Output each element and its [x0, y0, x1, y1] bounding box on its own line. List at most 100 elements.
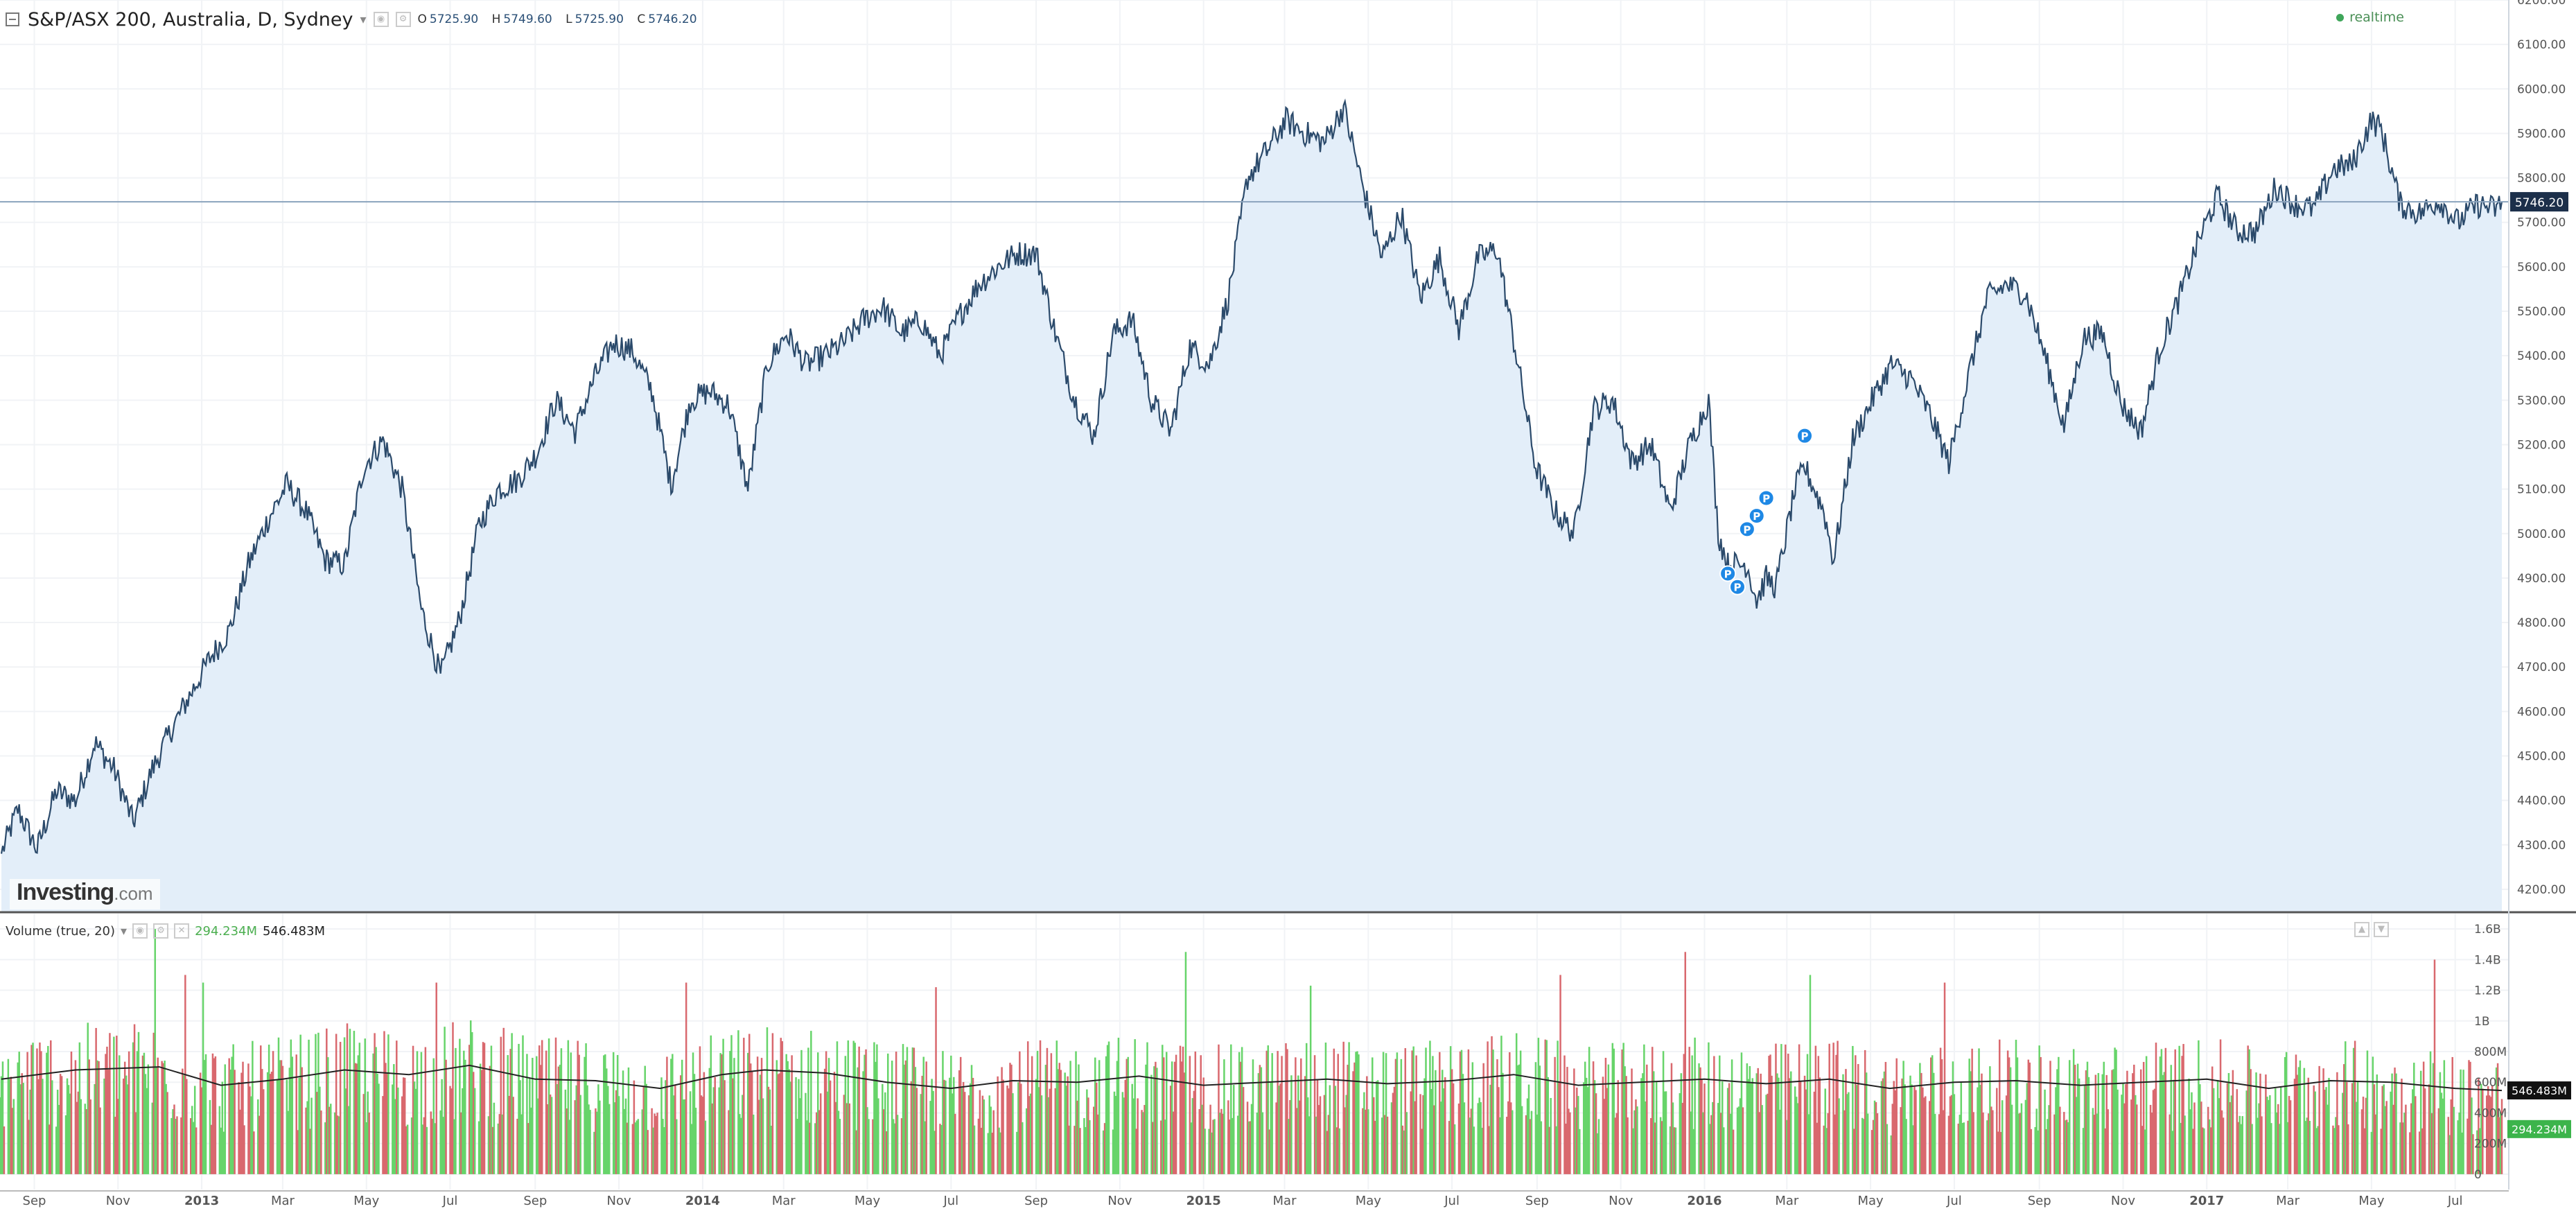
volume-bar: [1971, 1048, 1973, 1174]
volume-bar: [1652, 1071, 1655, 1174]
chevron-down-icon[interactable]: ▾: [360, 12, 367, 27]
volume-bar: [1627, 1117, 1629, 1174]
volume-bar: [1742, 1107, 1744, 1174]
chevron-down-icon[interactable]: ▾: [121, 923, 128, 939]
volume-bar: [1862, 1119, 1865, 1174]
volume-bar: [1548, 1126, 1550, 1174]
volume-bar: [1098, 1060, 1101, 1174]
volume-bar: [1102, 1130, 1105, 1174]
volume-bar: [500, 1036, 502, 1174]
eye-icon[interactable]: ◉: [373, 12, 389, 27]
volume-bar: [2269, 1095, 2271, 1174]
volume-bar: [641, 1109, 644, 1174]
volume-title[interactable]: Volume (true, 20): [6, 923, 116, 939]
volume-bar: [327, 1057, 329, 1174]
volume-bar: [2238, 1115, 2241, 1174]
volume-bar: [250, 1096, 252, 1174]
volume-bar: [2240, 1124, 2243, 1174]
minimize-pane-icon[interactable]: ▼: [2374, 922, 2389, 937]
volume-bar: [2114, 1047, 2116, 1174]
volume-axis-tick-label: 0: [2474, 1168, 2482, 1182]
volume-bar: [875, 1061, 877, 1174]
volume-bar: [109, 1033, 111, 1174]
event-flag-label: P: [1753, 510, 1760, 523]
volume-bar: [1708, 1042, 1710, 1174]
volume-bar: [586, 1085, 588, 1174]
volume-bar: [2139, 1069, 2142, 1174]
volume-bar: [435, 982, 437, 1174]
volume-bar: [1699, 1067, 1701, 1174]
volume-bar: [1646, 1064, 1648, 1174]
volume-bar: [1663, 1091, 1666, 1174]
volume-bar: [199, 1072, 202, 1174]
volume-bar: [1988, 1113, 1990, 1174]
volume-bar: [1304, 1076, 1306, 1174]
time-axis-tick-label: May: [1857, 1194, 1884, 1208]
volume-bar: [2191, 1092, 2193, 1174]
volume-bar: [2105, 1074, 2108, 1174]
volume-bar: [2296, 1074, 2299, 1174]
volume-bar: [855, 1130, 857, 1174]
volume-bar: [2394, 1068, 2396, 1174]
volume-bar: [1430, 1089, 1432, 1174]
volume-bar: [477, 1121, 480, 1174]
volume-bar: [1281, 1056, 1283, 1174]
volume-bar: [1547, 1077, 1549, 1174]
maximize-pane-icon[interactable]: ▲: [2354, 922, 2369, 937]
ohlc-values: O 5725.90 H 5749.60 L 5725.90 C 5746.20: [418, 12, 707, 26]
volume-bar: [1470, 1108, 1473, 1174]
volume-bar: [1046, 1047, 1049, 1174]
volume-bar: [1383, 1115, 1386, 1174]
volume-bar: [1953, 1094, 1956, 1174]
volume-bar: [1731, 1059, 1733, 1174]
volume-bar: [1085, 1126, 1087, 1174]
volume-bar: [2370, 1131, 2373, 1174]
volume-bar: [2209, 1127, 2212, 1174]
volume-bar: [1817, 1056, 1820, 1174]
volume-bar: [1617, 1080, 1619, 1174]
volume-bar: [800, 1049, 803, 1174]
volume-bar: [460, 1112, 462, 1174]
price-axis-tick-label: 4200.00: [2517, 883, 2566, 897]
volume-bar: [1621, 1049, 1623, 1174]
volume-bar: [455, 1047, 457, 1174]
volume-bar: [309, 1129, 311, 1174]
volume-bar: [1265, 1050, 1268, 1174]
volume-bar: [491, 1126, 494, 1174]
volume-bar: [1028, 1096, 1031, 1174]
price-axis-tick-label: 5600.00: [2517, 261, 2566, 275]
close-icon[interactable]: ✕: [174, 923, 190, 939]
volume-bar: [385, 1063, 387, 1174]
volume-bar: [2482, 1088, 2484, 1174]
volume-ma-badge-label: 546.483M: [2512, 1084, 2567, 1097]
volume-bar: [2500, 1099, 2503, 1174]
volume-bar: [529, 1077, 531, 1174]
price-axis-tick-label: 6200.00: [2517, 0, 2566, 8]
volume-bar: [0, 1076, 3, 1174]
collapse-icon[interactable]: [6, 12, 19, 26]
volume-bar: [834, 1101, 837, 1174]
volume-bar: [1106, 1045, 1109, 1174]
volume-bar: [2075, 1097, 2078, 1174]
settings-icon[interactable]: ⚙: [153, 923, 169, 939]
volume-bar: [1643, 1044, 1645, 1174]
volume-bar: [2034, 1126, 2036, 1174]
symbol-title[interactable]: S&P/ASX 200, Australia, D, Sydney: [28, 8, 353, 31]
volume-bar: [2278, 1124, 2281, 1174]
volume-bar: [2266, 1097, 2268, 1174]
volume-bar: [375, 1047, 377, 1174]
volume-bar: [1819, 1077, 1821, 1174]
volume-bar: [825, 1051, 827, 1174]
volume-bar: [113, 1036, 115, 1174]
volume-bar: [781, 1041, 783, 1174]
volume-bar: [1363, 1092, 1365, 1174]
volume-bar: [595, 1108, 597, 1174]
eye-icon[interactable]: ◉: [132, 923, 148, 939]
volume-bar: [1329, 1085, 1331, 1174]
volume-bar: [2299, 1060, 2302, 1174]
volume-bar: [210, 1124, 213, 1174]
volume-bar: [203, 1060, 206, 1174]
settings-icon[interactable]: ⚙: [395, 12, 411, 27]
volume-bar: [2174, 1049, 2176, 1174]
price-axis-tick-label: 5400.00: [2517, 349, 2566, 363]
